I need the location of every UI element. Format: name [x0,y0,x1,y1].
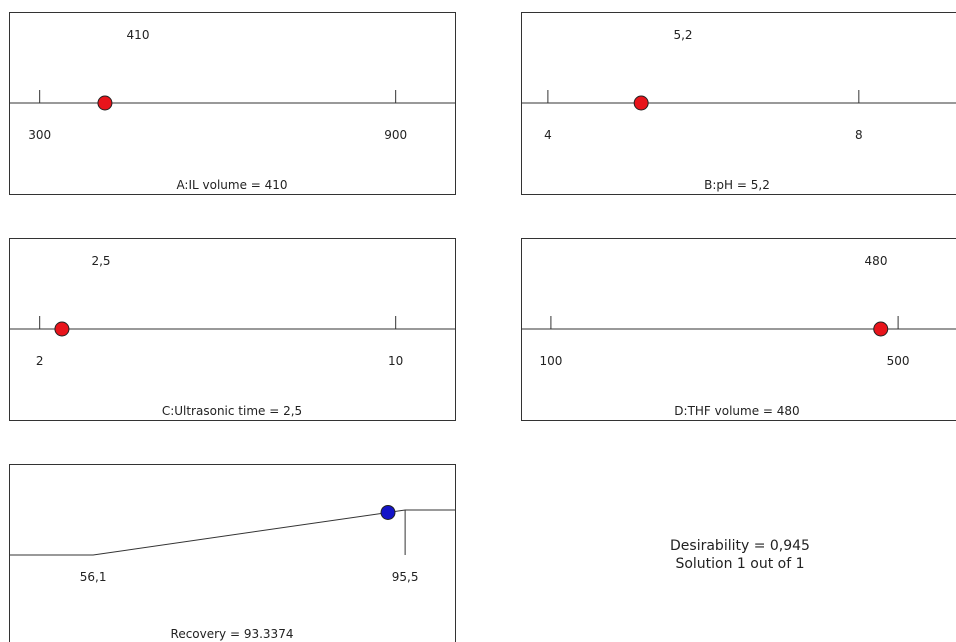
value-label: 2,5 [91,254,110,268]
panel-frame [9,464,456,642]
value-label: 410 [127,28,150,42]
panel-frame [9,238,456,421]
ramp-panel-ph: 4 8 5,2 B:pH = 5,2 [521,12,956,195]
panel-frame [521,238,956,421]
ramp-panel-ultrasonic-time: 2 10 2,5 C:Ultrasonic time = 2,5 [9,238,456,421]
factor-label: C:Ultrasonic time = 2,5 [162,404,302,418]
tick-label: 8 [855,128,863,142]
setting-marker [54,321,70,337]
response-marker [380,504,396,520]
tick-label: 900 [384,128,407,142]
ramp-panel-thf-volume: 100 500 480 D:THF volume = 480 [521,238,956,421]
ramp-panel-il-volume: 300 900 410 A:IL volume = 410 [9,12,456,195]
tick-label: 100 [539,354,562,368]
response-label: Recovery = 93.3374 [171,627,294,641]
factor-label: D:THF volume = 480 [674,404,799,418]
desirability-text: Desirability = 0,945 [670,538,810,554]
panel-frame [9,12,456,195]
desirability-ramp [10,509,455,556]
tick-label: 500 [887,354,910,368]
tick-label: 10 [388,354,403,368]
setting-marker [97,95,113,111]
ramp-panel-recovery: 56,1 95,5 Recovery = 93.3374 [9,464,456,642]
setting-marker [633,95,649,111]
tick-label: 95,5 [392,570,419,584]
value-label: 5,2 [673,28,692,42]
factor-label: B:pH = 5,2 [704,178,770,192]
panel-frame [521,12,956,195]
tick-label: 300 [28,128,51,142]
solution-summary: Desirability = 0,945 Solution 1 out of 1 [620,537,860,573]
tick-label: 56,1 [80,570,107,584]
factor-label: A:IL volume = 410 [176,178,287,192]
setting-marker [873,321,889,337]
solution-text: Solution 1 out of 1 [675,556,805,572]
tick-label: 2 [36,354,44,368]
tick-label: 4 [544,128,552,142]
value-label: 480 [865,254,888,268]
